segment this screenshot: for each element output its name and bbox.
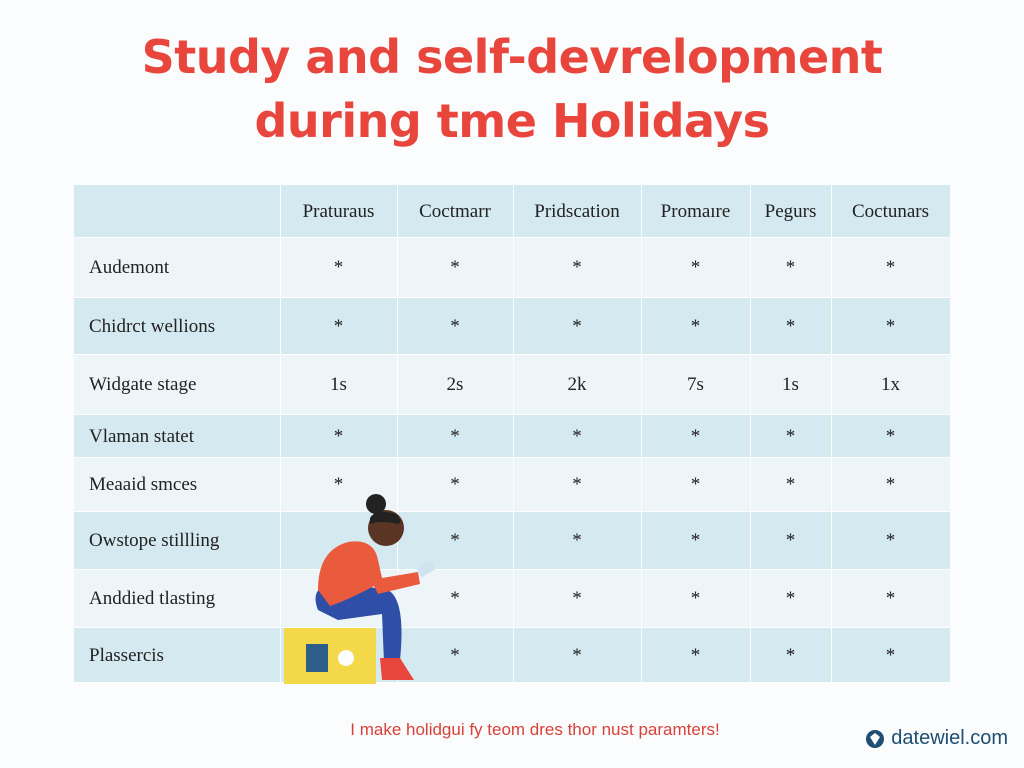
brand-name: datewiel.com	[891, 727, 1008, 749]
table-cell: *	[885, 425, 896, 447]
table-cell: *	[885, 588, 896, 609]
table-cell: *	[450, 530, 460, 551]
table-cell: *	[333, 474, 344, 495]
table-cell: 2k	[567, 374, 587, 395]
row-label: Chidrct wellions	[89, 315, 216, 337]
row-label: Widgate stage	[89, 374, 197, 395]
brand: datewiel.com	[865, 727, 1008, 750]
row-label: Anddied tlasting	[89, 588, 216, 609]
tagline: I make holidgui fy teom dres thor nust p…	[350, 720, 720, 739]
column-header: Promaıre	[660, 200, 731, 222]
table-row	[74, 458, 950, 512]
brand-icon	[866, 729, 885, 748]
table-cell: *	[572, 644, 582, 666]
table-cell: *	[333, 425, 344, 447]
column-divider	[280, 185, 281, 683]
table-cell: *	[690, 588, 701, 609]
table-cell: *	[785, 474, 796, 495]
table-cell: 1s	[330, 374, 347, 395]
table-cell: *	[785, 257, 796, 278]
column-divider	[397, 185, 398, 683]
table-cell: *	[690, 530, 701, 551]
column-header: Praturaus	[302, 200, 375, 222]
table-cell: *	[690, 257, 701, 278]
table-cell: *	[885, 530, 896, 551]
title-line: during tme Holidays	[254, 94, 770, 148]
table-row	[74, 570, 950, 628]
table-cell: *	[450, 474, 460, 495]
table-cell: *	[450, 588, 460, 609]
row-label: Owstope stillling	[89, 530, 220, 551]
table-cell: *	[333, 315, 344, 337]
table-cell: *	[450, 257, 460, 278]
table-cell: *	[572, 474, 582, 495]
table-cell: *	[885, 315, 896, 337]
table-cell: *	[885, 257, 896, 278]
table-row	[74, 238, 950, 298]
table-cell: *	[572, 530, 582, 551]
table-cell: *	[785, 315, 796, 337]
table-cell: *	[785, 530, 796, 551]
table-row	[74, 355, 950, 415]
table-cell: 2s	[446, 374, 464, 395]
table-cell: 1s	[782, 374, 799, 395]
table-cell: *	[785, 644, 796, 666]
column-divider	[513, 185, 514, 683]
table-cell: *	[450, 425, 460, 447]
table-cell: *	[885, 474, 896, 495]
table-cell: *	[690, 425, 701, 447]
table-cell: *	[450, 315, 460, 337]
column-header: Coctmarr	[419, 200, 491, 222]
table-cell: *	[333, 257, 344, 278]
column-header: Coctunars	[851, 200, 930, 222]
table-row	[74, 298, 950, 355]
table-cell: *	[690, 315, 701, 337]
table-cell: *	[572, 315, 582, 337]
row-label: Audemont	[89, 257, 170, 278]
table-cell: 1x	[881, 374, 900, 395]
row-label: Vlaman statet	[89, 425, 194, 447]
column-divider	[831, 185, 832, 683]
row-label: Plassercis	[89, 644, 164, 666]
table-cell: *	[450, 644, 460, 666]
table-cell: *	[785, 425, 796, 447]
row-label: Meaaid smces	[89, 474, 198, 495]
table-cell: *	[690, 474, 701, 495]
table-cell: *	[690, 644, 701, 666]
column-header: Pridscation	[534, 200, 620, 222]
person-illustration	[284, 494, 436, 684]
column-divider	[641, 185, 642, 683]
table-row	[74, 185, 950, 238]
table-cell: 7s	[687, 374, 704, 395]
table-cell: *	[572, 588, 582, 609]
column-header: Pegurs	[764, 200, 817, 222]
table-cell: *	[572, 257, 582, 278]
table-row	[74, 628, 950, 683]
table-cell: *	[572, 425, 582, 447]
column-divider	[750, 185, 751, 683]
table-cell: *	[785, 588, 796, 609]
table-row	[74, 415, 950, 458]
table-cell: *	[885, 644, 896, 666]
title-line: Study and self-devrelopment	[141, 30, 883, 84]
table-row	[74, 512, 950, 570]
